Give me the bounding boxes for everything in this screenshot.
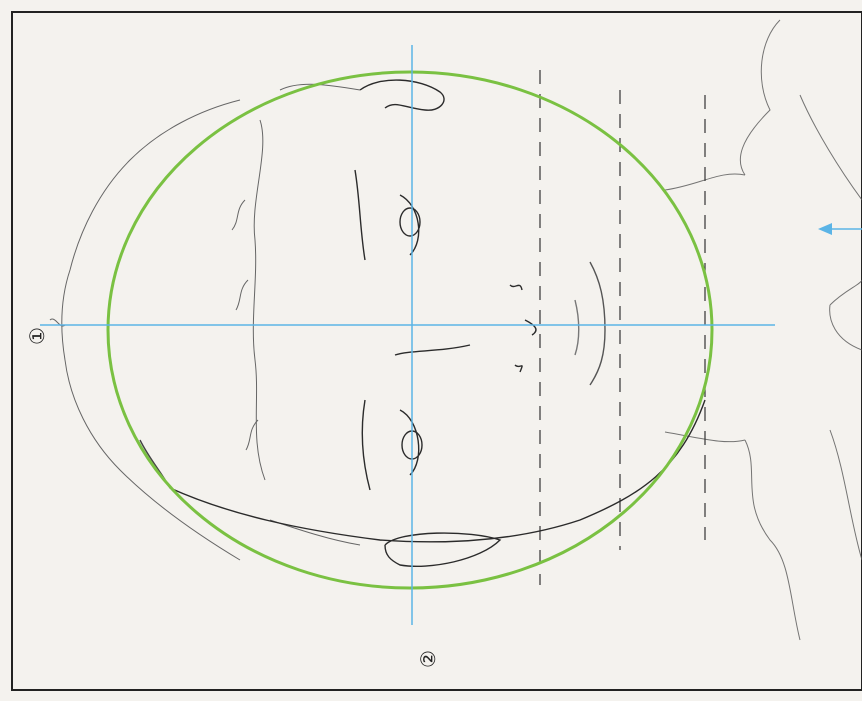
torso-sketch	[664, 19, 862, 641]
neck-guides	[539, 70, 706, 585]
marker-one: ①	[25, 327, 49, 345]
center-guides	[40, 45, 775, 625]
head-circle	[106, 70, 714, 590]
arrow-icon	[818, 223, 862, 235]
diagram-border	[11, 11, 862, 691]
marker-two: ②	[416, 650, 440, 668]
